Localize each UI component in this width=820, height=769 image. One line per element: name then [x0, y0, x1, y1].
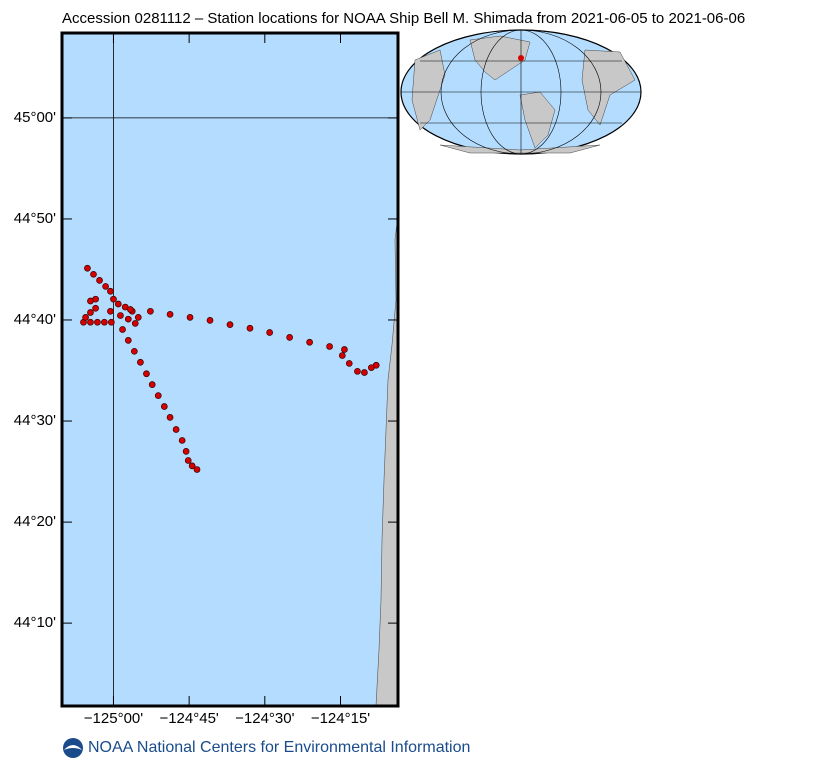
map-frame — [60, 31, 400, 708]
y-tick-label: 45°00' — [14, 109, 56, 126]
logo-bird — [64, 745, 82, 750]
station — [160, 403, 168, 410]
station — [110, 295, 117, 303]
x-tick-label: −124°30' — [235, 710, 294, 727]
station — [154, 392, 162, 399]
station — [326, 343, 333, 350]
station — [94, 318, 101, 326]
plot-area — [62, 33, 398, 706]
x-tick-label: −124°45' — [159, 710, 218, 727]
station — [178, 437, 186, 444]
station — [107, 318, 115, 326]
map-title: Accession 0281112 – Station locations fo… — [62, 10, 745, 27]
station — [166, 310, 174, 318]
station — [87, 297, 94, 305]
station — [137, 358, 144, 366]
station — [102, 283, 109, 290]
station — [92, 304, 99, 312]
inset-globe — [400, 29, 642, 155]
station — [147, 307, 154, 315]
inset-land — [411, 49, 446, 131]
y-tick-label: 44°10' — [14, 614, 56, 631]
station — [130, 347, 138, 355]
station — [87, 318, 94, 326]
y-tick-label: 44°20' — [14, 513, 56, 530]
station — [226, 321, 234, 328]
station — [87, 309, 94, 316]
y-tick-label: 44°30' — [14, 412, 56, 429]
station — [345, 360, 353, 367]
inset-land — [439, 144, 601, 154]
station — [266, 329, 274, 336]
station — [117, 312, 124, 319]
station — [206, 317, 214, 324]
station — [143, 370, 150, 378]
station — [338, 352, 346, 359]
station — [101, 318, 108, 326]
station — [119, 326, 126, 333]
station — [127, 306, 134, 313]
ocean — [62, 33, 398, 706]
station — [131, 320, 139, 327]
station — [188, 462, 196, 470]
station — [354, 367, 361, 375]
source-credit: NOAA National Centers for Environmental … — [88, 739, 470, 756]
station — [361, 369, 368, 376]
station — [107, 307, 114, 315]
inset-location — [518, 55, 524, 61]
station — [134, 314, 142, 321]
x-tick-label: −124°15' — [311, 710, 370, 727]
y-tick-label: 44°50' — [14, 210, 56, 227]
station — [84, 264, 91, 272]
station — [96, 277, 103, 284]
station — [107, 287, 114, 295]
station — [186, 314, 194, 321]
x-tick-label: −125°00' — [84, 710, 143, 727]
noaa-logo — [63, 738, 83, 758]
station — [172, 426, 180, 433]
station — [124, 315, 132, 323]
y-tick-label: 44°40' — [14, 311, 56, 328]
station — [286, 334, 293, 341]
inset-land — [469, 35, 531, 81]
station — [90, 270, 97, 278]
station — [182, 448, 190, 455]
station — [306, 338, 313, 346]
station — [193, 466, 201, 473]
station — [124, 337, 132, 344]
station — [184, 457, 192, 464]
station — [246, 324, 254, 332]
station — [114, 300, 122, 308]
station — [82, 314, 89, 321]
station — [372, 361, 380, 369]
station — [148, 381, 156, 389]
station — [341, 346, 348, 353]
station — [166, 414, 174, 421]
